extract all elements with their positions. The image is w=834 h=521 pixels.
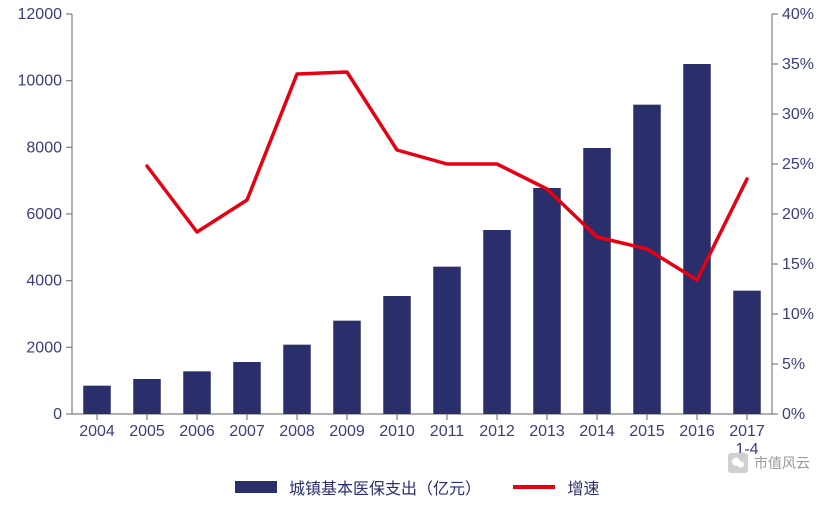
legend-swatch-bar xyxy=(235,481,277,493)
bar xyxy=(333,321,361,414)
bar xyxy=(133,379,161,414)
bar xyxy=(283,345,311,414)
legend-swatch-line xyxy=(513,485,555,489)
x-label: 2016 xyxy=(679,423,715,440)
y-right-label: 10% xyxy=(782,306,814,323)
bar xyxy=(233,362,261,414)
legend-bar-label: 城镇基本医保支出（亿元） xyxy=(289,481,481,498)
x-label: 2007 xyxy=(229,423,265,440)
x-label: 2014 xyxy=(579,423,615,440)
y-left-label: 6000 xyxy=(26,206,62,223)
y-right-label: 20% xyxy=(782,206,814,223)
x-label: 2015 xyxy=(629,423,665,440)
bar xyxy=(483,230,511,414)
y-left-label: 10000 xyxy=(18,73,63,90)
legend: 城镇基本医保支出（亿元） 增速 xyxy=(0,475,834,499)
bar xyxy=(733,291,761,414)
legend-line-label: 增速 xyxy=(567,481,599,498)
y-right-label: 15% xyxy=(782,256,814,273)
legend-item-line: 增速 xyxy=(513,475,599,499)
x-label: 2005 xyxy=(129,423,165,440)
x-label: 2011 xyxy=(430,423,465,440)
y-right-label: 25% xyxy=(782,156,814,173)
bar xyxy=(383,296,411,414)
y-right-label: 40% xyxy=(782,6,814,23)
y-left-label: 8000 xyxy=(26,139,62,156)
y-right-label: 35% xyxy=(782,56,814,73)
bar xyxy=(683,64,711,414)
wechat-icon xyxy=(728,453,748,473)
bar xyxy=(533,188,561,414)
y-left-label: 4000 xyxy=(26,273,62,290)
x-label: 2012 xyxy=(479,423,515,440)
bar xyxy=(633,105,661,414)
x-label: 2009 xyxy=(329,423,365,440)
bar xyxy=(83,386,111,414)
watermark-text: 市值风云 xyxy=(754,453,810,473)
legend-item-bars: 城镇基本医保支出（亿元） xyxy=(235,475,481,499)
x-label: 2006 xyxy=(179,423,215,440)
y-right-label: 30% xyxy=(782,106,814,123)
y-left-label: 12000 xyxy=(18,6,63,23)
x-label: 2008 xyxy=(279,423,315,440)
bar xyxy=(583,148,611,414)
y-left-label: 0 xyxy=(53,406,62,423)
y-right-label: 5% xyxy=(782,356,805,373)
y-right-label: 0% xyxy=(782,406,805,423)
bar xyxy=(183,371,211,414)
x-label: 2010 xyxy=(379,423,415,440)
bar xyxy=(433,267,461,414)
y-left-label: 2000 xyxy=(26,339,62,356)
watermark: 市值风云 xyxy=(728,453,810,473)
x-label: 2017 xyxy=(729,423,765,440)
x-label: 2013 xyxy=(529,423,565,440)
x-label: 2004 xyxy=(79,423,115,440)
